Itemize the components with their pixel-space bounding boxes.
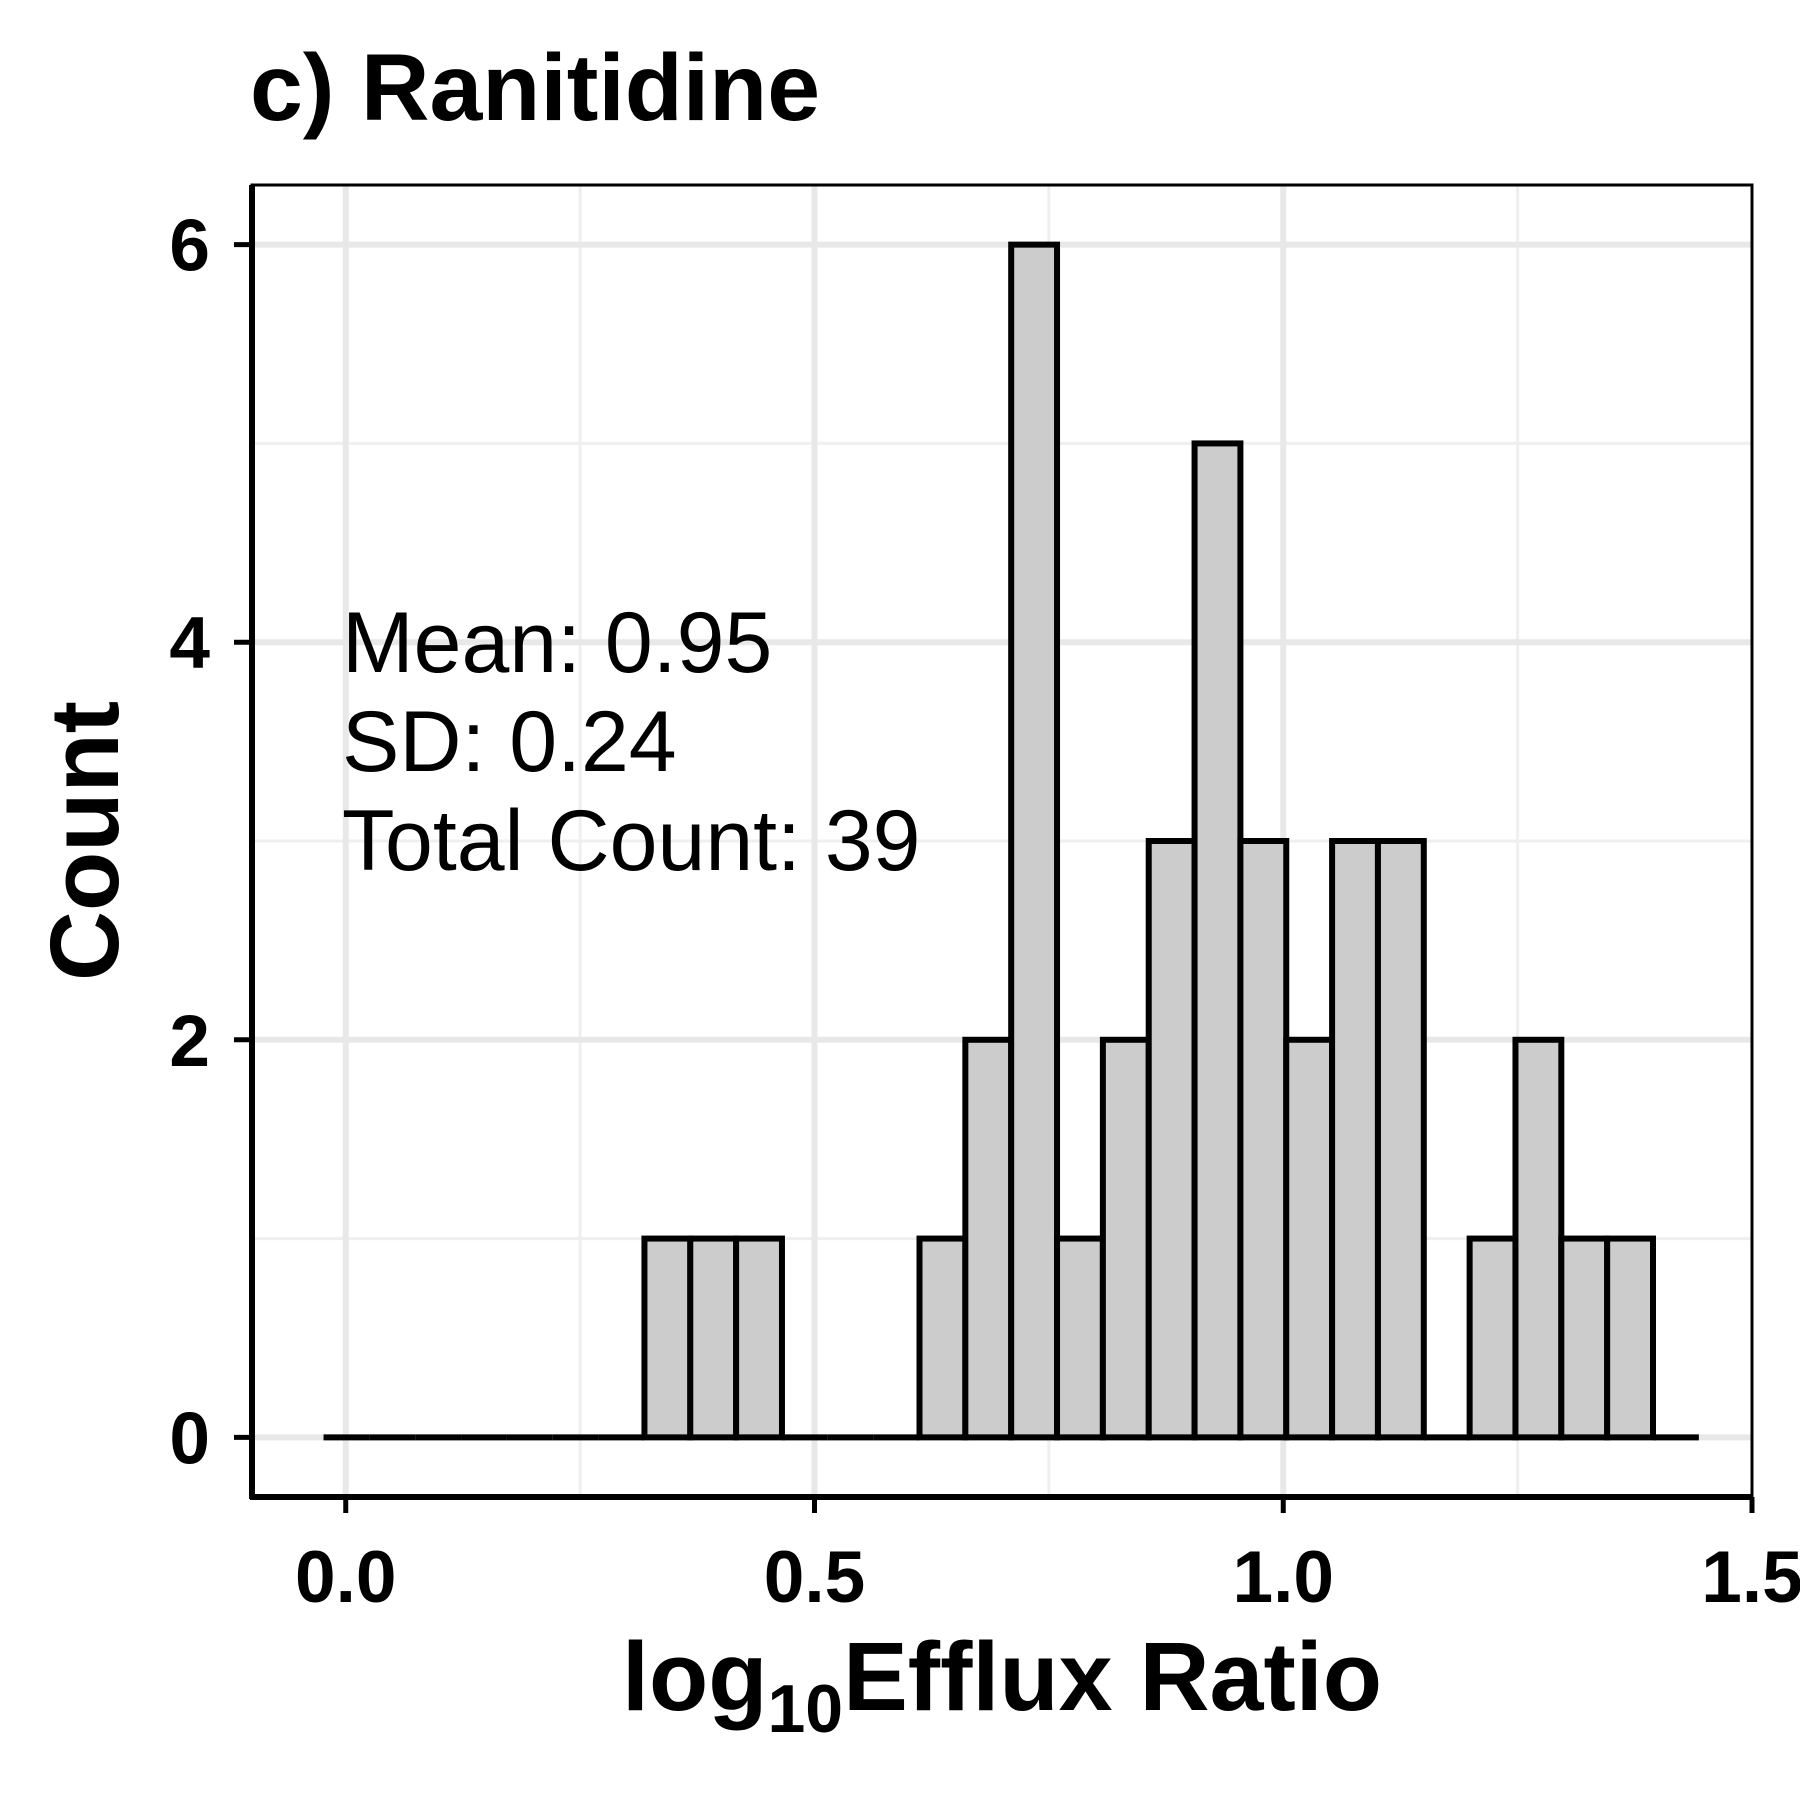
y-axis-ticks: 0 2 4 6 bbox=[169, 206, 252, 1479]
y-tick-label: 2 bbox=[169, 1001, 210, 1082]
annotation-sd: SD: 0.24 bbox=[342, 694, 677, 790]
histogram-bar bbox=[1099, 1036, 1152, 1441]
histogram-bar bbox=[1604, 1235, 1656, 1441]
histogram-bar bbox=[1558, 1235, 1611, 1441]
histogram-bar bbox=[733, 1235, 785, 1441]
chart-title: c) Ranitidine bbox=[250, 35, 820, 141]
x-tick-label: 1.0 bbox=[1233, 1537, 1334, 1618]
x-axis-title-subscript: 10 bbox=[767, 1671, 843, 1747]
histogram-bar bbox=[1283, 1036, 1336, 1441]
y-tick-label: 6 bbox=[169, 206, 210, 287]
histogram-bar bbox=[1191, 440, 1244, 1441]
x-axis-title: log10Efflux Ratio bbox=[622, 1622, 1382, 1747]
histogram-bar bbox=[1145, 838, 1198, 1441]
histogram-bar bbox=[641, 1235, 694, 1441]
x-tick-label: 0.5 bbox=[764, 1537, 865, 1618]
x-tick-label: 1.5 bbox=[1701, 1537, 1800, 1618]
y-tick-label: 4 bbox=[169, 603, 210, 684]
y-tick-label: 0 bbox=[169, 1398, 210, 1479]
x-axis-title-rest: Efflux Ratio bbox=[843, 1622, 1382, 1731]
histogram-bars bbox=[323, 241, 1699, 1441]
histogram-bar bbox=[1466, 1235, 1519, 1441]
histogram-bar bbox=[1374, 838, 1427, 1441]
histogram-bar bbox=[687, 1235, 740, 1441]
histogram-bar bbox=[916, 1235, 969, 1441]
x-axis-title-log: log bbox=[622, 1622, 767, 1731]
annotation-mean: Mean: 0.95 bbox=[342, 595, 772, 691]
histogram-bar bbox=[1054, 1235, 1106, 1441]
annotation-total-count: Total Count: 39 bbox=[342, 793, 920, 889]
histogram-bar bbox=[1008, 241, 1061, 1441]
x-tick-label: 0.0 bbox=[295, 1537, 396, 1618]
histogram-bar bbox=[962, 1036, 1015, 1441]
y-axis-title: Count bbox=[30, 701, 139, 981]
histogram-bar bbox=[1237, 838, 1290, 1441]
stats-annotation: Mean: 0.95 SD: 0.24 Total Count: 39 bbox=[342, 595, 920, 889]
histogram-bar bbox=[1512, 1036, 1565, 1441]
x-axis-ticks: 0.0 0.5 1.0 1.5 bbox=[295, 1497, 1800, 1618]
histogram-bar bbox=[1329, 838, 1381, 1441]
